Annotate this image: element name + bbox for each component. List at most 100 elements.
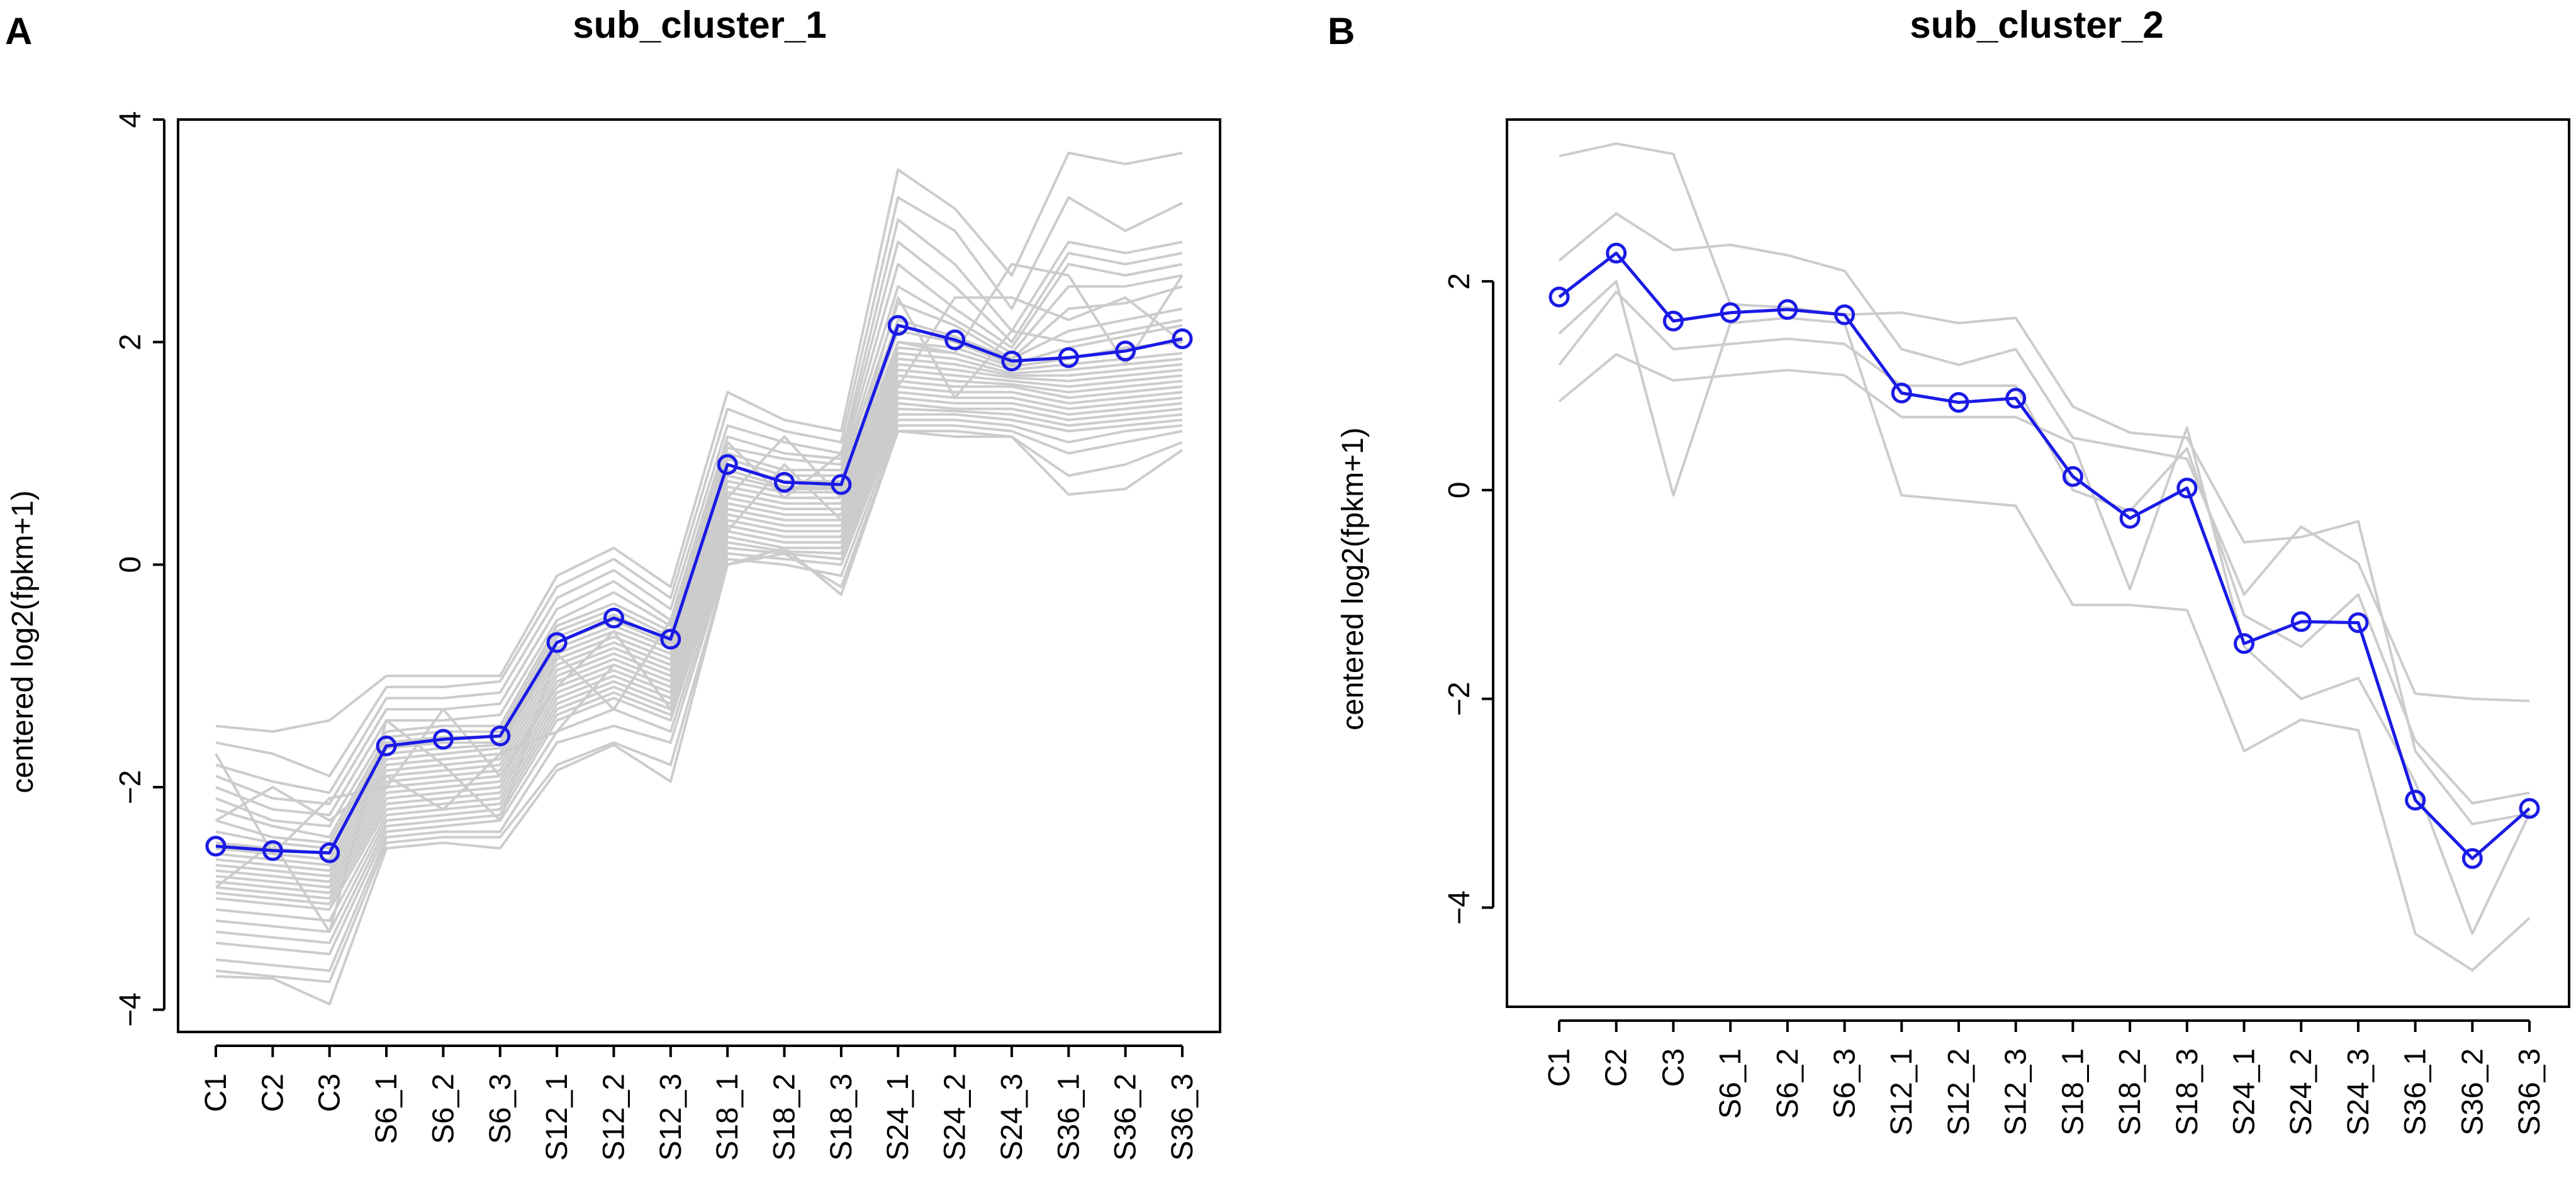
mean-data-point <box>205 836 227 857</box>
background-series-line <box>215 430 1184 1006</box>
panel-b: B sub_cluster_2 centered log2(fpkm+1) −4… <box>1328 4 2570 1136</box>
chart-title: sub_cluster_2 <box>1910 4 2164 46</box>
x-tick-label: S24_3 <box>995 1073 1029 1161</box>
mean-data-point <box>1777 299 1798 320</box>
x-tick-label: S6_2 <box>1771 1048 1805 1119</box>
x-tick-label: S12_3 <box>654 1073 688 1161</box>
y-tick-label: −4 <box>114 992 147 1027</box>
mean-data-point <box>1891 383 1912 404</box>
background-series-line <box>215 363 1183 878</box>
mean-data-point <box>944 329 966 350</box>
x-tick-label: S18_2 <box>2114 1048 2147 1136</box>
y-axis: −4 −2 0 2 <box>1443 273 1494 925</box>
x-tick-label: C2 <box>1600 1048 1633 1087</box>
mean-series-group <box>1548 242 2540 869</box>
mean-data-point <box>262 840 283 861</box>
mean-data-point <box>376 736 397 756</box>
mean-data-point <box>2176 478 2198 499</box>
x-tick-label: S36_1 <box>1052 1073 1085 1161</box>
background-series-line <box>215 407 1183 933</box>
mean-data-point <box>1058 347 1079 368</box>
mean-data-point <box>546 632 568 653</box>
mean-data-point <box>831 474 852 495</box>
mean-data-point <box>2290 611 2312 632</box>
y-tick-label: −4 <box>1443 890 1476 925</box>
background-series-line <box>215 218 1183 794</box>
y-axis-label: centered log2(fpkm+1) <box>1336 427 1370 731</box>
x-tick-label: S24_1 <box>882 1073 915 1161</box>
mean-data-point <box>1948 392 1969 413</box>
x-tick-label: S18_3 <box>2171 1048 2204 1136</box>
x-tick-label: S18_1 <box>711 1073 744 1161</box>
mean-data-point <box>887 315 909 336</box>
mean-data-point <box>717 454 738 475</box>
x-tick-label: C1 <box>1543 1048 1576 1087</box>
background-series-line <box>215 296 1183 822</box>
x-tick-label: S36_3 <box>1166 1073 1199 1161</box>
mean-series-group <box>205 315 1193 863</box>
mean-data-point <box>774 472 795 493</box>
background-series-line <box>1558 280 2531 972</box>
background-series-line <box>215 379 1183 894</box>
x-tick-label: C1 <box>199 1073 233 1112</box>
mean-data-point <box>1001 350 1022 372</box>
y-axis-label: centered log2(fpkm+1) <box>6 490 40 793</box>
y-tick-label: −2 <box>114 770 147 805</box>
x-tick-label: C3 <box>313 1073 347 1112</box>
x-tick-label: S6_2 <box>427 1073 460 1144</box>
x-tick-label: S36_2 <box>2456 1048 2489 1136</box>
x-tick-label: S24_1 <box>2227 1048 2261 1136</box>
x-tick-label: S24_2 <box>2285 1048 2318 1136</box>
mean-data-point <box>2062 466 2083 487</box>
y-tick-label: 4 <box>114 111 147 128</box>
plot-frame <box>177 118 1221 1033</box>
background-series-line <box>215 413 1183 944</box>
x-tick-label: S24_3 <box>2342 1048 2375 1136</box>
background-series-line <box>1558 353 2531 935</box>
x-tick-label: S36_1 <box>2399 1048 2433 1136</box>
plot-frame <box>1506 118 2570 1008</box>
background-series-line <box>215 385 1183 900</box>
mean-data-point <box>319 842 340 863</box>
mean-data-point <box>1172 328 1193 349</box>
background-series-line <box>215 357 1183 872</box>
x-tick-label: S36_3 <box>2513 1048 2546 1136</box>
x-axis: C1 C2 C3 S6_1 S6_2 S6_3 S12_1 S12_2 S12_3 S18_1 S1… <box>199 1045 1199 1161</box>
x-tick-label: S24_2 <box>939 1073 972 1161</box>
mean-data-point <box>1606 242 1627 264</box>
mean-data-point <box>2461 848 2483 869</box>
x-tick-label: S36_2 <box>1109 1073 1143 1161</box>
x-tick-label: S18_3 <box>825 1073 858 1161</box>
mean-data-point <box>432 729 454 750</box>
background-series-line <box>1558 212 2530 702</box>
mean-data-point <box>1720 302 1741 323</box>
x-tick-label: S12_1 <box>540 1073 574 1161</box>
mean-data-point <box>2519 798 2540 819</box>
x-axis: C1 C2 C3 S6_1 S6_2 S6_3 S12_1 S12_2 S12_3 S18_1 S1… <box>1543 1019 2546 1136</box>
y-tick-label: 0 <box>1443 482 1476 499</box>
panel-letter: B <box>1328 10 1355 52</box>
background-series-line <box>215 196 1183 778</box>
x-tick-label: S18_2 <box>768 1073 802 1161</box>
panel-a: A sub_cluster_1 centered log2(fpkm+1) −4… <box>5 4 1221 1161</box>
mean-data-point <box>490 726 511 747</box>
mean-data-point <box>1115 340 1136 362</box>
background-series-line <box>215 352 1183 866</box>
mean-data-point <box>2234 633 2254 654</box>
panel-letter: A <box>5 10 32 52</box>
y-axis: −4 −2 0 2 4 <box>114 111 165 1027</box>
x-tick-label: S6_1 <box>370 1073 403 1144</box>
background-series-group <box>215 152 1184 1006</box>
x-tick-label: C3 <box>1657 1048 1690 1087</box>
mean-data-point <box>2405 790 2426 811</box>
background-series-line <box>215 152 1183 733</box>
y-tick-label: −2 <box>1443 681 1476 716</box>
background-series-line <box>215 262 1184 856</box>
x-tick-label: S6_3 <box>484 1073 517 1144</box>
background-series-line <box>215 430 1183 983</box>
x-tick-label: S12_2 <box>597 1073 630 1161</box>
x-tick-label: S12_3 <box>2000 1048 2033 1136</box>
mean-data-point <box>2005 388 2027 409</box>
mean-data-point <box>1662 310 1684 332</box>
mean-data-point <box>2119 508 2141 529</box>
